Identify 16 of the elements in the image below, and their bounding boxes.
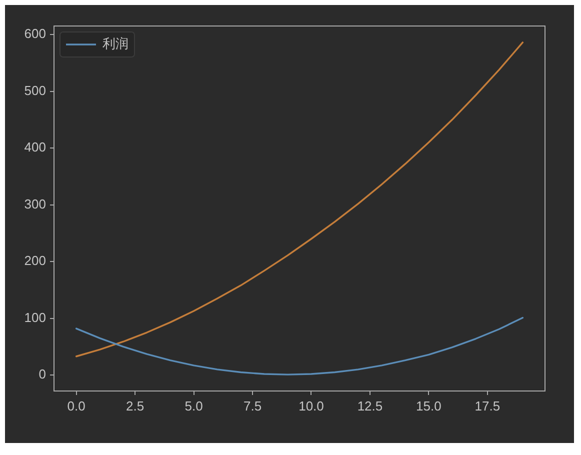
x-tick-label: 17.5 <box>474 398 500 414</box>
x-tick-label: 10.0 <box>298 398 324 414</box>
x-tick-label: 2.5 <box>126 398 144 414</box>
x-tick-label: 5.0 <box>184 398 203 414</box>
y-tick-label: 400 <box>24 140 46 155</box>
y-tick-label: 100 <box>24 310 46 325</box>
x-tick-label: 15.0 <box>416 398 442 414</box>
x-tick-label: 12.5 <box>357 398 383 414</box>
legend-label: 利润 <box>102 36 128 52</box>
y-tick-label: 200 <box>24 253 46 268</box>
y-tick-label: 0 <box>38 366 46 382</box>
x-tick-label: 0.0 <box>67 398 86 414</box>
y-tick-label: 300 <box>24 196 46 212</box>
y-tick-label: 500 <box>24 82 46 98</box>
y-tick-label: 600 <box>24 26 46 42</box>
x-tick-label: 7.5 <box>243 398 262 414</box>
